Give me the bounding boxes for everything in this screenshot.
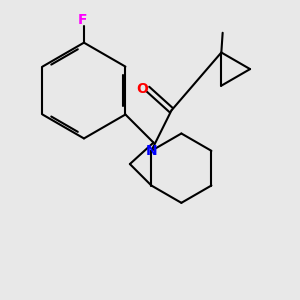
Text: N: N <box>146 144 157 158</box>
Text: F: F <box>77 13 87 27</box>
Text: O: O <box>136 82 148 96</box>
